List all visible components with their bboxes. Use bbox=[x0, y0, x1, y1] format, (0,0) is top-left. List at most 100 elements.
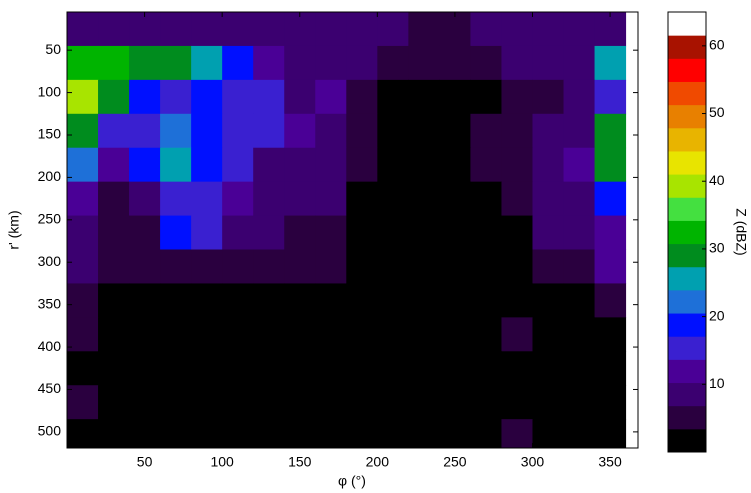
x-axis-label: φ (°) bbox=[338, 473, 366, 489]
heatmap-cell bbox=[346, 419, 378, 448]
heatmap-cell bbox=[346, 215, 378, 251]
heatmap-cell bbox=[563, 12, 596, 47]
heatmap-cell bbox=[129, 147, 161, 183]
heatmap-cell bbox=[160, 45, 192, 81]
heatmap-cell bbox=[594, 283, 627, 318]
heatmap-cell bbox=[532, 113, 565, 149]
heatmap-cell bbox=[346, 351, 378, 386]
heatmap-cell bbox=[439, 147, 471, 183]
colorbar-band bbox=[668, 382, 706, 407]
colorbar-band bbox=[668, 289, 706, 314]
colorbar-band bbox=[668, 58, 706, 82]
heatmap-cell bbox=[346, 147, 378, 183]
heatmap-cell bbox=[563, 215, 596, 251]
heatmap-cell bbox=[439, 283, 471, 318]
heatmap-cell bbox=[284, 351, 316, 386]
heatmap-cell bbox=[532, 351, 565, 386]
heatmap-cell bbox=[191, 113, 223, 149]
heatmap-cell bbox=[67, 12, 99, 47]
heatmap-cell bbox=[563, 147, 596, 183]
heatmap-cell bbox=[315, 45, 347, 81]
heatmap-cell bbox=[501, 12, 533, 47]
heatmap-cell bbox=[315, 79, 347, 115]
colorbar-band bbox=[668, 35, 706, 59]
y-tick-label: 250 bbox=[38, 211, 62, 227]
heatmap-cell bbox=[377, 317, 409, 352]
colorbar-tick-label: 10 bbox=[709, 375, 725, 391]
heatmap-cell bbox=[67, 147, 99, 183]
y-tick-label: 350 bbox=[38, 295, 62, 311]
heatmap-cell bbox=[191, 79, 223, 115]
heatmap-cell bbox=[346, 317, 378, 352]
heatmap-cell bbox=[594, 249, 627, 284]
heatmap-cell bbox=[501, 283, 533, 318]
heatmap-cell bbox=[346, 79, 378, 115]
heatmap-cell bbox=[67, 249, 99, 284]
heatmap-cell bbox=[191, 249, 223, 284]
heatmap-cell bbox=[470, 215, 502, 251]
heatmap bbox=[67, 12, 627, 448]
y-tick-label: 450 bbox=[38, 380, 62, 396]
x-tick-label: 50 bbox=[137, 454, 153, 470]
heatmap-cell bbox=[315, 147, 347, 183]
heatmap-cell bbox=[253, 113, 285, 149]
heatmap-cell bbox=[160, 215, 192, 251]
colorbar-label: Z (dBZ) bbox=[733, 208, 749, 255]
heatmap-cell bbox=[284, 385, 316, 420]
heatmap-cell bbox=[129, 351, 161, 386]
heatmap-cell bbox=[253, 249, 285, 284]
heatmap-cell bbox=[315, 419, 347, 448]
plot-frame bbox=[66, 11, 639, 449]
heatmap-cell bbox=[594, 317, 627, 352]
heatmap-cell bbox=[67, 419, 99, 448]
colorbar-tick-label: 60 bbox=[709, 37, 725, 53]
heatmap-cell bbox=[315, 351, 347, 386]
heatmap-cell bbox=[284, 147, 316, 183]
heatmap-cell bbox=[253, 351, 285, 386]
colorbar-tick-label: 40 bbox=[709, 172, 725, 188]
heatmap-cell bbox=[408, 181, 440, 217]
x-tick-label: 150 bbox=[288, 454, 312, 470]
heatmap-cell bbox=[501, 181, 533, 217]
heatmap-cell bbox=[408, 147, 440, 183]
y-tick-label: 150 bbox=[38, 126, 62, 142]
colorbar-tick-label: 20 bbox=[709, 307, 725, 323]
heatmap-cell bbox=[563, 249, 596, 284]
heatmap-cell bbox=[346, 113, 378, 149]
heatmap-cell bbox=[67, 351, 99, 386]
heatmap-cell bbox=[501, 147, 533, 183]
heatmap-cell bbox=[439, 249, 471, 284]
colorbar-frame bbox=[667, 11, 707, 453]
heatmap-cell bbox=[222, 317, 254, 352]
heatmap-cell bbox=[408, 12, 440, 47]
heatmap-cell bbox=[408, 351, 440, 386]
heatmap-cell bbox=[594, 113, 627, 149]
heatmap-cell bbox=[160, 181, 192, 217]
heatmap-cell bbox=[129, 215, 161, 251]
colorbar-band bbox=[668, 81, 706, 106]
heatmap-cell bbox=[315, 181, 347, 217]
heatmap-cell bbox=[253, 385, 285, 420]
heatmap-cell bbox=[439, 113, 471, 149]
heatmap-cell bbox=[160, 317, 192, 352]
colorbar-band bbox=[668, 405, 706, 430]
heatmap-cell bbox=[98, 351, 130, 386]
heatmap-cell bbox=[284, 249, 316, 284]
x-tick-label: 350 bbox=[598, 454, 622, 470]
heatmap-cell bbox=[222, 147, 254, 183]
heatmap-cell bbox=[129, 113, 161, 149]
colorbar-band bbox=[668, 313, 706, 337]
colorbar-tick-label: 30 bbox=[709, 240, 725, 256]
heatmap-cell bbox=[98, 249, 130, 284]
y-tick-label: 50 bbox=[45, 41, 61, 57]
heatmap-cell bbox=[98, 283, 130, 318]
heatmap-cell bbox=[532, 385, 565, 420]
heatmap-cell bbox=[315, 113, 347, 149]
heatmap-cell bbox=[470, 181, 502, 217]
heatmap-cell bbox=[377, 45, 409, 81]
heatmap-cell bbox=[67, 283, 99, 318]
heatmap-cell bbox=[98, 385, 130, 420]
heatmap-cell bbox=[222, 385, 254, 420]
colorbar-band bbox=[668, 428, 706, 453]
